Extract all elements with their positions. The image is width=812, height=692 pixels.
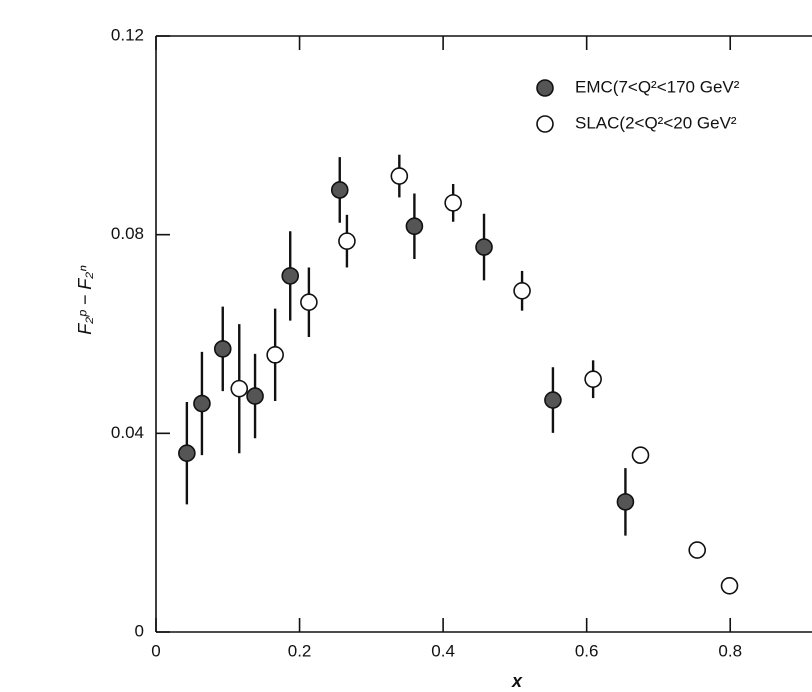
x-axis-label: x — [511, 671, 523, 691]
data-point — [281, 267, 300, 285]
data-point — [584, 370, 602, 388]
data-point — [616, 493, 635, 511]
data-point — [213, 340, 232, 358]
legend-label: SLAC(2<Q²<20 GeV² — [575, 113, 737, 132]
data-point — [330, 181, 349, 199]
y-tick-label: 0.04 — [111, 423, 144, 442]
x-tick-label: 0 — [151, 641, 160, 660]
x-tick-label: 0.2 — [288, 641, 312, 660]
legend-label: EMC(7<Q²<170 GeV² — [575, 77, 740, 96]
data-point — [390, 167, 409, 185]
data-point — [631, 446, 650, 464]
y-tick-label: 0.08 — [111, 224, 144, 243]
data-point — [338, 232, 356, 250]
data-point — [300, 293, 318, 312]
data-point — [688, 541, 707, 559]
data-point — [246, 387, 264, 405]
data-point — [230, 379, 249, 398]
data-point — [178, 444, 196, 463]
x-tick-label: 0.8 — [718, 641, 742, 660]
data-point — [475, 238, 493, 256]
y-tick-label: 0 — [135, 621, 144, 640]
data-point — [405, 217, 424, 236]
y-tick-label: 0.12 — [111, 25, 144, 44]
data-point — [544, 391, 562, 409]
data-point — [720, 577, 739, 595]
x-tick-label: 0.4 — [431, 641, 455, 660]
y-axis-label: F₂ᵖ − F₂ⁿ — [75, 265, 95, 335]
data-point — [193, 394, 211, 413]
data-point — [513, 281, 531, 300]
legend-marker — [536, 115, 554, 133]
legend-marker — [536, 79, 554, 97]
x-tick-label: 0.6 — [575, 641, 599, 660]
data-point — [444, 194, 462, 212]
data-point — [266, 346, 284, 364]
